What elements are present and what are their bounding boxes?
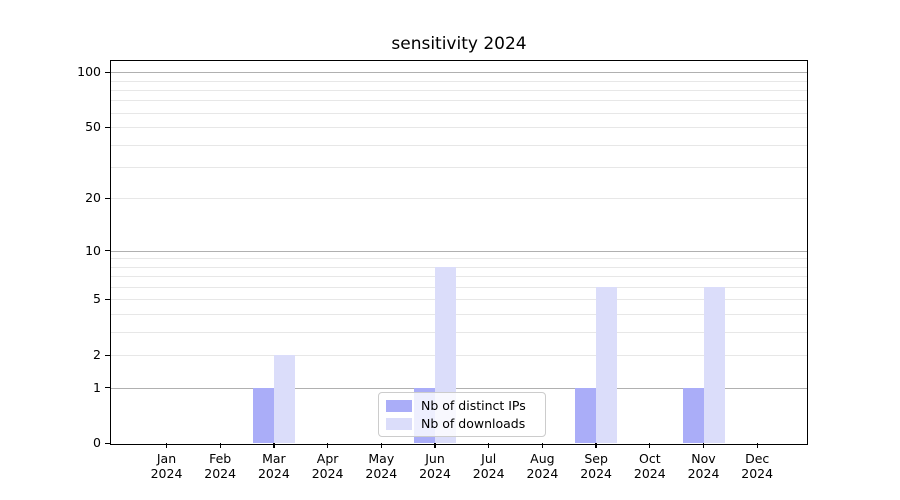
x-axis-tick-jul <box>488 443 490 448</box>
x-axis-label-mar: Mar 2024 <box>257 451 290 481</box>
x-axis-tick-mar <box>273 443 275 448</box>
y-axis-label-5: 5 <box>93 291 101 307</box>
gridline-minor-5 <box>111 299 807 301</box>
gridline-major-10 <box>111 250 807 252</box>
plot-area: 0 1 2 5 10 20 50 100 Jan 2024 Feb 2024 Mar 2024 Apr… <box>77 60 808 481</box>
y-axis-tick-0 <box>105 442 110 445</box>
y-axis-tick-1 <box>105 387 110 389</box>
x-axis-label-oct: Oct 2024 <box>633 451 666 481</box>
x-axis-tick-feb <box>219 443 221 448</box>
y-axis-label-2: 2 <box>93 347 101 363</box>
gridline-minor-60 <box>111 112 807 114</box>
gridline-minor-9 <box>111 258 807 260</box>
x-axis-tick-nov <box>702 443 705 448</box>
legend-label-downloads: Nb of downloads <box>421 416 526 431</box>
gridline-minor-6 <box>111 286 807 288</box>
gridline-minor-70 <box>111 100 807 102</box>
gridline-minor-2 <box>111 355 807 357</box>
legend-swatch-downloads <box>386 417 412 430</box>
gridline-minor-50 <box>111 127 807 129</box>
y-axis-tick-5 <box>105 298 110 301</box>
x-axis-tick-aug <box>541 443 544 448</box>
y-axis-label-10: 10 <box>85 242 101 258</box>
gridline-minor-90 <box>111 80 807 82</box>
x-axis-label-aug: Aug 2024 <box>526 451 559 481</box>
legend-label-distinct-ips: Nb of distinct IPs <box>421 398 526 413</box>
chart-title: sensitivity 2024 <box>391 34 527 54</box>
legend-item-downloads: Nb of downloads <box>386 416 537 431</box>
x-axis-tick-dec <box>756 443 758 448</box>
legend: Nb of distinct IPs Nb of downloads <box>378 392 546 437</box>
y-axis-label-50: 50 <box>85 119 101 135</box>
bar-nb-of-distinct-ips-nov <box>682 387 704 444</box>
x-axis-tick-may <box>380 443 382 448</box>
y-axis-tick-50 <box>105 126 110 128</box>
y-axis-label-20: 20 <box>85 190 101 206</box>
x-axis-tick-jun <box>434 443 436 448</box>
x-axis-label-sep: Sep 2024 <box>580 451 612 481</box>
bar-nb-of-downloads-nov <box>703 286 725 444</box>
x-axis-label-apr: Apr 2024 <box>311 451 344 481</box>
gridline-minor-20 <box>111 198 807 200</box>
y-axis-label-1: 1 <box>93 379 101 395</box>
y-axis-tick-20 <box>105 197 110 200</box>
x-axis-label-feb: Feb 2024 <box>204 451 237 481</box>
x-axis-label-jun: Jun 2024 <box>419 451 451 481</box>
gridline-major-100 <box>111 72 807 74</box>
plot-inner: 0 1 2 5 10 20 50 100 Jan 2024 Feb 2024 Mar 2024 Apr… <box>77 61 807 481</box>
y-axis-tick-10 <box>105 250 110 252</box>
x-axis-label-nov: Nov 2024 <box>687 451 720 481</box>
x-axis-tick-sep <box>595 443 597 448</box>
gridline-minor-3 <box>111 331 807 333</box>
legend-item-distinct-ips: Nb of distinct IPs <box>386 398 537 413</box>
gridline-minor-30 <box>111 167 807 169</box>
x-axis-label-jul: Jul 2024 <box>472 451 505 481</box>
y-axis-label-100: 100 <box>77 64 101 80</box>
bar-nb-of-downloads-sep <box>596 286 618 444</box>
gridline-major-1 <box>111 387 807 389</box>
bar-nb-of-distinct-ips-sep <box>575 387 597 444</box>
bar-nb-of-distinct-ips-mar <box>252 387 274 444</box>
y-axis-tick-100 <box>105 71 110 73</box>
x-axis-label-dec: Dec 2024 <box>741 451 774 481</box>
gridline-minor-7 <box>111 276 807 278</box>
gridline-minor-8 <box>111 266 807 268</box>
y-axis-tick-2 <box>105 354 110 356</box>
x-axis-label-jan: Jan 2024 <box>150 451 183 481</box>
bar-nb-of-downloads-mar <box>273 355 295 444</box>
gridline-minor-40 <box>111 144 807 146</box>
legend-swatch-distinct-ips <box>386 399 412 412</box>
x-axis-tick-oct <box>649 443 651 448</box>
gridline-minor-80 <box>111 89 807 91</box>
y-axis-label-0: 0 <box>93 435 101 451</box>
gridline-minor-4 <box>111 313 807 315</box>
x-axis-label-may: May 2024 <box>365 451 398 481</box>
x-axis-tick-apr <box>326 443 329 448</box>
x-axis-tick-jan <box>165 443 168 448</box>
